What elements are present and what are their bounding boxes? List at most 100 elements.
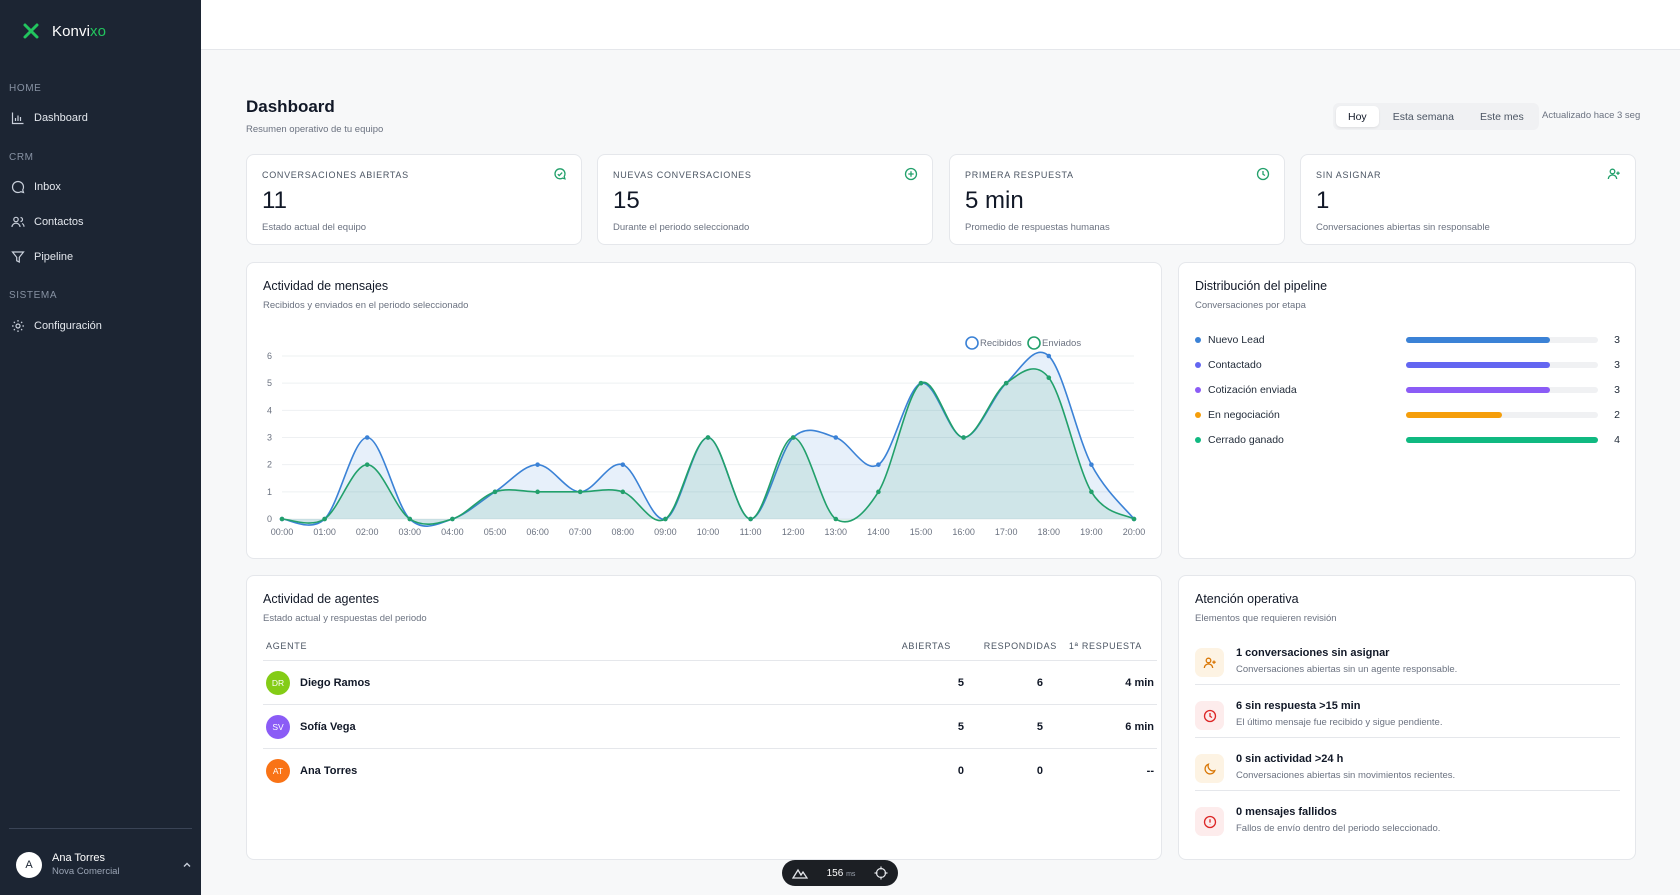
- kpi-value: 5 min: [965, 187, 1024, 214]
- stage-name: Nuevo Lead: [1208, 334, 1265, 346]
- table-divider: [263, 704, 1157, 705]
- attention-divider: [1195, 684, 1620, 685]
- attention-icon-box: [1195, 701, 1224, 730]
- stage-color-dot: [1195, 387, 1201, 393]
- tab-hoy[interactable]: Hoy: [1336, 106, 1379, 127]
- crosshair-icon[interactable]: [874, 866, 888, 880]
- moon-icon: [1203, 762, 1216, 775]
- brand-x-icon: [23, 23, 39, 39]
- clock-icon: [1203, 709, 1216, 722]
- sidebar-item-dashboard[interactable]: Dashboard: [9, 104, 192, 132]
- x-tick-label: 09:00: [654, 527, 677, 537]
- data-point-enviados: [1003, 380, 1009, 386]
- attention-desc: Fallos de envío dentro del periodo selec…: [1236, 823, 1441, 834]
- attention-item[interactable]: 6 sin respuesta >15 min El último mensaje…: [1195, 694, 1620, 747]
- y-tick-label: 1: [267, 487, 272, 497]
- data-point-enviados: [535, 489, 540, 495]
- agent-primera-respuesta: --: [1146, 765, 1154, 777]
- agent-name: Ana Torres: [300, 765, 358, 777]
- stage-bar-fill: [1406, 437, 1598, 443]
- attention-title: 0 mensajes fallidos: [1236, 806, 1337, 818]
- data-point-enviados: [663, 516, 668, 522]
- avatar: DR: [266, 671, 290, 695]
- data-point-enviados: [407, 516, 413, 522]
- sidebar-divider: [9, 828, 192, 829]
- data-point-recibidos: [1046, 353, 1052, 359]
- x-tick-label: 00:00: [271, 527, 294, 537]
- data-point-recibidos: [535, 462, 540, 467]
- column-header-primera-respuesta[interactable]: 1ª RESPUESTA: [1068, 641, 1142, 651]
- chevron-up-icon: [183, 862, 191, 867]
- stage-bar-fill: [1406, 337, 1550, 343]
- attention-desc: Conversaciones abiertas sin movimientos …: [1236, 770, 1456, 781]
- clock-icon: [1256, 167, 1270, 181]
- column-header-agente[interactable]: AGENTE: [266, 641, 308, 651]
- agent-respondidas: 0: [1036, 765, 1043, 777]
- data-point-recibidos: [620, 462, 626, 467]
- bar-chart-icon: [11, 112, 24, 125]
- agent-abiertas: 5: [957, 677, 964, 689]
- column-header-abiertas[interactable]: ABIERTAS: [901, 641, 951, 651]
- stage-name: Contactado: [1208, 359, 1262, 371]
- users-icon: [11, 216, 25, 228]
- x-tick-label: 16:00: [952, 527, 975, 537]
- avatar: A: [16, 852, 42, 878]
- card-title: Actividad de mensajes: [263, 279, 389, 293]
- x-tick-label: 03:00: [399, 527, 422, 537]
- sidebar-item-inbox[interactable]: Inbox: [9, 173, 192, 201]
- sidebar-item-pipeline[interactable]: Pipeline: [9, 243, 192, 271]
- table-row[interactable]: AT Ana Torres 0 0 --: [263, 749, 1157, 793]
- stage-count: 3: [1614, 384, 1621, 396]
- brand-logo[interactable]: Konvixo: [22, 22, 106, 40]
- kpi-card-conversaciones-abiertas: CONVERSACIONES ABIERTAS 11 Estado actual…: [246, 154, 582, 245]
- card-title: Actividad de agentes: [263, 592, 380, 606]
- attention-item[interactable]: 0 mensajes fallidos Fallos de envío dentr…: [1195, 800, 1620, 853]
- stage-color-dot: [1195, 437, 1201, 443]
- table-row[interactable]: SV Sofía Vega 5 5 6 min: [263, 705, 1157, 749]
- user-menu[interactable]: A Ana Torres Nova Comercial: [16, 847, 192, 883]
- kpi-desc: Conversaciones abiertas sin responsable: [1316, 222, 1490, 233]
- sidebar-item-contactos[interactable]: Contactos: [9, 208, 192, 236]
- tab-esta-semana[interactable]: Esta semana: [1392, 110, 1454, 123]
- y-tick-label: 2: [267, 460, 272, 470]
- column-header-respondidas[interactable]: RESPONDIDAS: [983, 641, 1057, 651]
- stage-bar-track: [1406, 412, 1598, 418]
- attention-item[interactable]: 0 sin actividad >24 h Conversaciones abie…: [1195, 747, 1620, 800]
- stage-name: Cerrado ganado: [1208, 434, 1284, 446]
- activity-chart: 0 1 2 3 4 5 6 00:00 01:00 02:00 03:00 04:00 05:00 06:…: [267, 336, 1145, 537]
- dev-toolbar[interactable]: 156 ms: [782, 860, 898, 886]
- updated-timestamp: Actualizado hace 3 seg: [1542, 110, 1641, 121]
- agent-abiertas: 0: [957, 765, 964, 777]
- legend-label: Enviados: [1042, 338, 1081, 349]
- x-tick-label: 12:00: [782, 527, 805, 537]
- stage-count: 3: [1614, 359, 1621, 371]
- x-tick-label: 14:00: [867, 527, 890, 537]
- card-subtitle: Elementos que requieren revisión: [1195, 613, 1337, 624]
- sidebar-item-configuracion[interactable]: Configuración: [9, 312, 192, 340]
- table-divider: [263, 660, 1157, 661]
- tab-este-mes[interactable]: Este mes: [1479, 110, 1524, 123]
- stage-color-dot: [1195, 337, 1201, 343]
- agent-name: Diego Ramos: [300, 677, 371, 689]
- user-plus-icon: [1203, 657, 1216, 668]
- attention-icon-box: [1195, 648, 1224, 677]
- chat-icon: [554, 168, 566, 180]
- agent-name: Sofía Vega: [300, 721, 356, 733]
- legend-marker-enviados: [1027, 336, 1041, 350]
- data-point-enviados: [918, 380, 924, 386]
- filter-icon: [11, 251, 25, 263]
- stage-count: 4: [1614, 434, 1621, 446]
- legend-marker-recibidos: [965, 336, 979, 350]
- attention-item[interactable]: 1 conversaciones sin asignar Conversacion…: [1195, 641, 1620, 694]
- x-tick-label: 18:00: [1038, 527, 1061, 537]
- kpi-label: SIN ASIGNAR: [1316, 170, 1382, 180]
- table-row[interactable]: DR Diego Ramos 5 6 4 min: [263, 661, 1157, 705]
- data-point-enviados: [790, 435, 796, 440]
- pipeline-stage-row: Cotización enviada 3: [1195, 382, 1620, 398]
- pipeline-stage-row: Contactado 3: [1195, 357, 1620, 373]
- data-point-enviados: [705, 435, 711, 440]
- x-tick-label: 07:00: [569, 527, 592, 537]
- x-tick-label: 05:00: [484, 527, 507, 537]
- stage-bar-track: [1406, 387, 1598, 393]
- data-point-enviados: [492, 489, 498, 495]
